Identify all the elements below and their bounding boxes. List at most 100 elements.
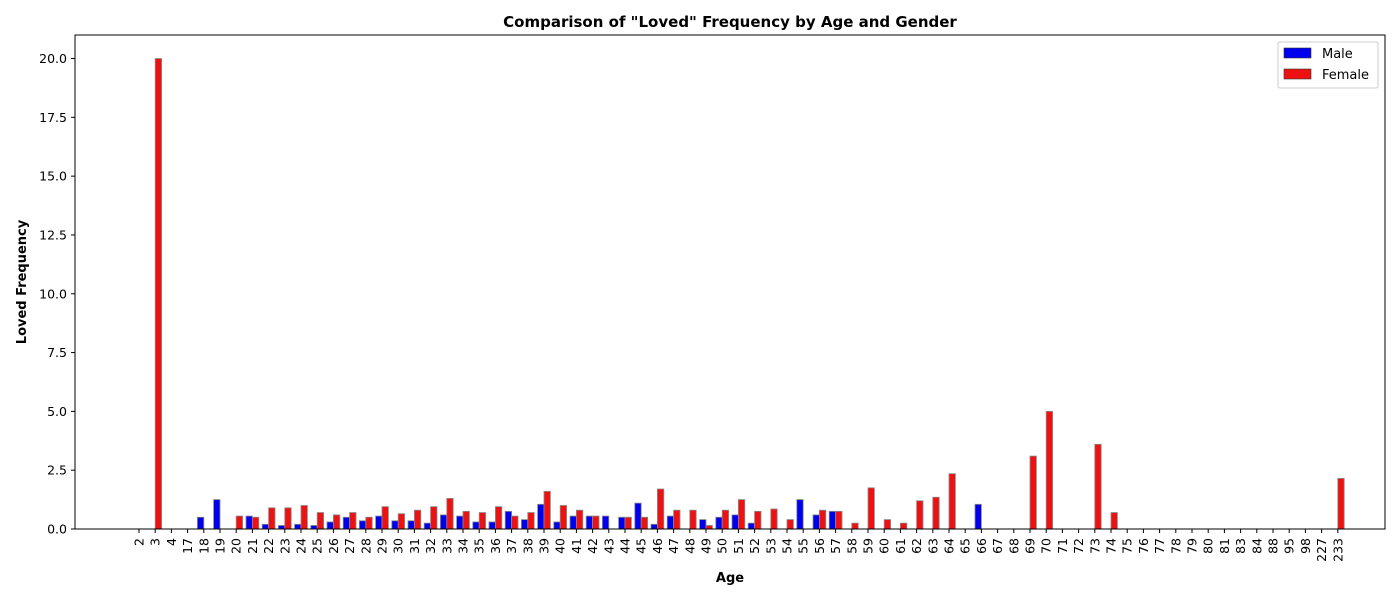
y-tick-label: 2.5 (47, 463, 67, 478)
x-tick-label: 41 (569, 538, 584, 554)
bar-male-38 (521, 519, 529, 530)
bar-female-23 (284, 507, 292, 530)
bar-female-70 (1045, 410, 1053, 530)
bar-male-42 (585, 515, 594, 530)
bar-female-20 (235, 515, 243, 530)
x-tick-label: 20 (229, 538, 244, 554)
bar-female-36 (494, 506, 503, 530)
bar-male-21 (245, 515, 253, 530)
bar-male-45 (634, 502, 642, 530)
x-tick-label: 33 (439, 538, 454, 554)
bar-female-63 (932, 496, 940, 530)
x-tick-label: 43 (601, 538, 616, 554)
x-tick-label: 51 (731, 538, 746, 554)
bar-female-33 (446, 498, 454, 530)
bar-female-53 (770, 508, 778, 530)
x-tick-label: 44 (618, 538, 633, 554)
bar-female-24 (300, 505, 308, 530)
bar-female-28 (365, 516, 373, 530)
bar-female-26 (332, 514, 341, 530)
x-tick-label: 55 (796, 538, 811, 554)
x-tick-label: 28 (358, 538, 373, 554)
x-tick-label: 64 (942, 538, 957, 554)
x-tick-label: 39 (537, 538, 552, 554)
x-tick-label: 21 (245, 538, 260, 554)
bar-male-47 (666, 515, 675, 530)
x-tick-label: 36 (488, 538, 503, 554)
bar-male-34 (456, 515, 464, 530)
x-axis-title: Age (716, 571, 744, 586)
legend-swatch-male (1283, 47, 1312, 59)
bar-male-40 (553, 521, 561, 530)
bar-female-62 (916, 500, 924, 530)
x-tick-label: 88 (1266, 538, 1281, 554)
x-axis: 2 3 4 17 18 19 20 21 22 23 24 25 26 27 28 29 30 31 32 33 34 3… (132, 529, 1345, 562)
x-tick-label: 76 (1136, 538, 1151, 554)
bar-female-27 (349, 512, 357, 530)
y-axis-title: Loved Frequency (15, 219, 30, 344)
x-tick-label: 25 (310, 538, 325, 554)
bar-female-30 (397, 513, 406, 530)
x-tick-label: 66 (974, 538, 989, 554)
bar-female-41 (576, 509, 584, 530)
bar-female-44 (624, 516, 632, 530)
bar-male-22 (261, 523, 270, 530)
bar-male-66 (974, 503, 982, 530)
plot-frame (74, 34, 1386, 530)
x-tick-label: 31 (407, 538, 422, 554)
x-tick-label: 98 (1298, 538, 1313, 554)
bar-male-29 (375, 515, 383, 530)
x-tick-label: 22 (261, 538, 276, 554)
x-tick-label: 81 (1217, 538, 1232, 554)
x-tick-label: 42 (585, 538, 600, 554)
x-tick-label: 19 (213, 538, 228, 554)
chart-title: Comparison of "Loved" Frequency by Age a… (503, 13, 957, 31)
x-tick-label: 79 (1185, 538, 1200, 554)
bar-female-22 (268, 507, 276, 530)
bar-male-19 (213, 499, 221, 530)
bar-female-29 (381, 506, 389, 530)
x-tick-label: 75 (1120, 538, 1135, 554)
x-tick-label: 50 (715, 538, 730, 554)
bar-male-51 (731, 514, 739, 530)
x-tick-label: 4 (164, 538, 179, 546)
bar-female-233 (1337, 478, 1345, 530)
bar-female-46 (657, 488, 665, 530)
y-tick-label: 0.0 (47, 522, 67, 537)
bar-female-48 (689, 509, 697, 530)
bar-male-57 (828, 510, 837, 530)
bar-male-50 (715, 516, 723, 530)
x-tick-label: 48 (682, 538, 697, 554)
x-tick-label: 233 (1330, 538, 1345, 562)
bar-male-46 (650, 523, 658, 530)
x-tick-label: 18 (196, 538, 211, 554)
x-tick-label: 59 (861, 538, 876, 554)
x-tick-label: 69 (1023, 538, 1038, 554)
bar-female-74 (1110, 512, 1118, 530)
bar-female-60 (883, 519, 892, 530)
x-tick-label: 2 (132, 538, 147, 546)
bar-male-43 (602, 515, 610, 530)
bar-female-59 (867, 487, 875, 530)
bar-male-49 (699, 519, 707, 530)
bar-male-30 (391, 520, 399, 530)
bar-female-54 (786, 519, 794, 530)
bar-male-28 (358, 520, 367, 530)
x-tick-label: 68 (1006, 538, 1021, 554)
x-tick-label: 3 (148, 538, 163, 546)
bar-female-58 (851, 522, 859, 530)
legend-swatch-female (1283, 68, 1312, 80)
bar-female-38 (527, 512, 535, 530)
x-tick-label: 47 (666, 538, 681, 554)
y-tick-label: 10.0 (39, 286, 67, 301)
x-tick-label: 24 (294, 538, 309, 554)
x-tick-label: 78 (1168, 538, 1183, 554)
y-tick-label: 20.0 (39, 51, 67, 66)
y-tick-label: 12.5 (39, 227, 67, 242)
x-tick-label: 32 (423, 538, 438, 554)
x-tick-label: 40 (553, 538, 568, 554)
bar-male-37 (504, 510, 513, 530)
x-tick-label: 65 (958, 538, 973, 554)
x-tick-label: 71 (1055, 538, 1070, 554)
bar-male-52 (747, 522, 756, 530)
